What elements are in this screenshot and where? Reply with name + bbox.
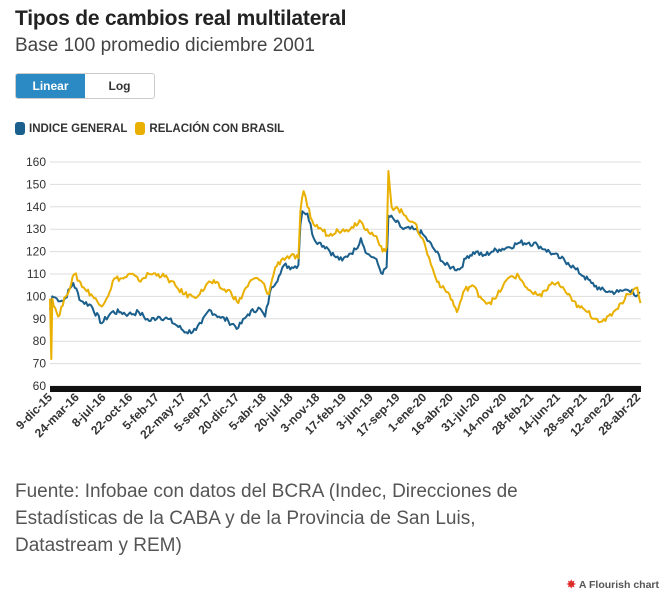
y-tick-label: 140 bbox=[26, 200, 46, 214]
legend-item-relacion-brasil[interactable]: RELACIÓN CON BRASIL bbox=[135, 122, 284, 135]
y-tick-label: 90 bbox=[33, 312, 47, 326]
log-button[interactable]: Log bbox=[85, 74, 154, 98]
chart-title: Tipos de cambios real multilateral bbox=[15, 7, 347, 30]
legend-label-indice-general: INDICE GENERAL bbox=[29, 122, 128, 135]
legend-label-relacion-brasil: RELACIÓN CON BRASIL bbox=[149, 122, 285, 135]
flourish-logo-icon: ✸ bbox=[566, 579, 576, 591]
line-chart: 607080901001101201301401501609-dic-1524-… bbox=[13, 155, 643, 442]
y-tick-label: 110 bbox=[27, 267, 46, 281]
y-tick-label: 160 bbox=[26, 155, 46, 169]
y-tick-label: 130 bbox=[26, 222, 46, 236]
legend-swatch-relacion-brasil bbox=[135, 122, 146, 135]
y-tick-label: 100 bbox=[26, 289, 46, 303]
flourish-credit-label: A Flourish chart bbox=[578, 578, 659, 591]
legend: INDICE GENERAL RELACIÓN CON BRASIL bbox=[15, 122, 292, 135]
source-note: Fuente: Infobae con datos del BCRA (Inde… bbox=[15, 481, 518, 556]
y-tick-label: 150 bbox=[26, 177, 46, 191]
linear-button[interactable]: Linear bbox=[16, 74, 85, 98]
series-line-indice-general bbox=[49, 210, 641, 335]
y-tick-label: 70 bbox=[33, 357, 47, 371]
scale-toggle: Linear Log bbox=[15, 73, 155, 99]
y-tick-label: 120 bbox=[26, 245, 46, 259]
legend-item-indice-general[interactable]: INDICE GENERAL bbox=[15, 122, 127, 135]
flourish-credit[interactable]: ✸ A Flourish chart bbox=[566, 578, 659, 592]
x-axis-bar bbox=[50, 386, 641, 392]
y-tick-label: 60 bbox=[33, 379, 47, 393]
chart-subtitle: Base 100 promedio diciembre 2001 bbox=[15, 35, 315, 56]
legend-swatch-indice-general bbox=[15, 122, 25, 135]
y-tick-label: 80 bbox=[33, 334, 47, 348]
series-line-relacion-brasil bbox=[49, 170, 642, 361]
